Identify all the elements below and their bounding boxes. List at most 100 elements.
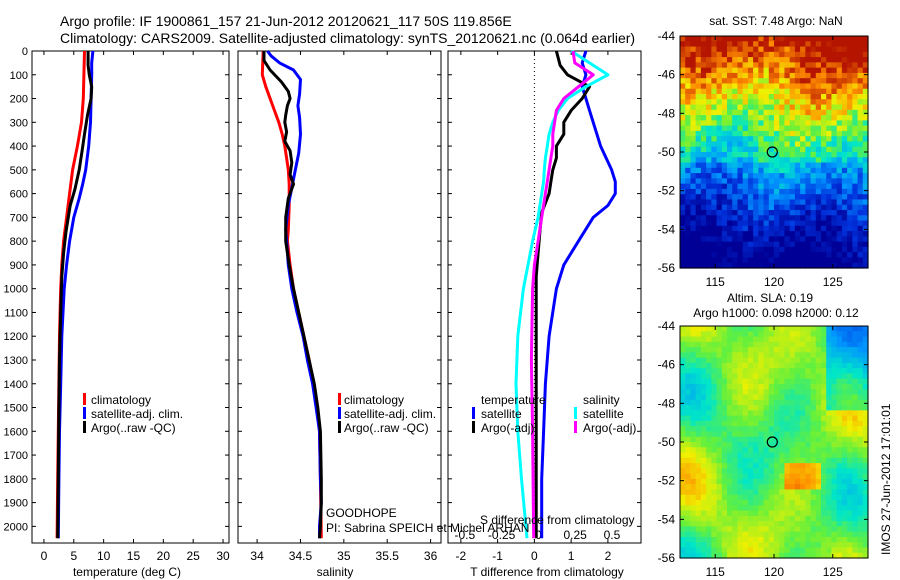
heatmap-cell — [821, 542, 827, 549]
heatmap-cell — [862, 336, 869, 343]
heatmap-cell — [779, 83, 786, 90]
heatmap-cell — [763, 510, 770, 517]
heatmap-cell — [711, 115, 718, 121]
temperature-panel: 0100200300400500600700800900100011001200… — [4, 46, 231, 563]
heatmap-cell — [753, 457, 759, 464]
heatmap-cell — [779, 510, 786, 517]
heatmap-cell — [685, 542, 692, 549]
heatmap-cell — [690, 162, 697, 169]
heatmap-cell — [779, 220, 786, 227]
heatmap-cell — [779, 109, 786, 116]
y-tick-label: -50 — [658, 145, 676, 159]
heatmap-cell — [862, 67, 869, 74]
heatmap-cell — [779, 57, 786, 63]
heatmap-cell — [805, 241, 812, 248]
heatmap-cell — [753, 447, 759, 454]
heatmap-cell — [711, 220, 718, 227]
heatmap-cell — [747, 225, 754, 232]
heatmap-cell — [716, 542, 723, 549]
heatmap-cell — [753, 120, 759, 127]
heatmap-cell — [727, 157, 733, 164]
heatmap-cell — [841, 352, 848, 359]
heatmap-cell — [706, 484, 712, 491]
x-tick-label: 10 — [97, 549, 111, 563]
heatmap-cell — [841, 167, 848, 174]
heatmap-cell — [742, 167, 749, 174]
heatmap-cell — [763, 473, 770, 480]
heatmap-cell — [753, 115, 759, 121]
heatmap-cell — [821, 473, 827, 480]
heatmap-cell — [779, 515, 786, 522]
heatmap-cell — [685, 115, 692, 121]
heatmap-cell — [695, 405, 702, 411]
heatmap-cell — [789, 130, 796, 137]
heatmap-cell — [753, 368, 759, 375]
heatmap-cell — [768, 452, 775, 459]
heatmap-cell — [784, 399, 791, 406]
sst-map-title: sat. SST: 7.48 Argo: NaN — [709, 14, 842, 28]
heatmap-cell — [784, 136, 791, 143]
heatmap-cell — [711, 225, 718, 232]
heatmap-cell — [711, 136, 718, 143]
heatmap-cell — [852, 199, 859, 206]
heatmap-cell — [716, 72, 723, 79]
heatmap-cell — [680, 341, 686, 348]
heatmap-cell — [753, 436, 759, 443]
heatmap-cell — [810, 415, 817, 422]
heatmap-cell — [763, 389, 770, 396]
heatmap-cell — [758, 220, 765, 227]
heatmap-cell — [774, 236, 780, 243]
heatmap-cell — [852, 241, 859, 248]
heatmap-cell — [857, 331, 864, 338]
heatmap-cell — [680, 526, 686, 533]
heatmap-cell — [685, 347, 692, 353]
heatmap-cell — [841, 146, 848, 153]
heatmap-cell — [742, 389, 749, 396]
heatmap-cell — [758, 225, 765, 232]
heatmap-cell — [794, 552, 801, 559]
heatmap-cell — [794, 394, 801, 401]
heatmap-cell — [763, 478, 770, 485]
heatmap-cell — [700, 178, 707, 185]
heatmap-cell — [680, 252, 686, 259]
heatmap-cell — [852, 452, 859, 459]
heatmap-cell — [847, 547, 853, 554]
heatmap-cell — [763, 183, 770, 190]
heatmap-cell — [821, 115, 827, 121]
heatmap-cell — [815, 241, 822, 248]
heatmap-cell — [810, 452, 817, 459]
heatmap-cell — [847, 257, 853, 264]
heatmap-cell — [711, 241, 718, 248]
heatmap-cell — [753, 231, 759, 237]
heatmap-cell — [747, 447, 754, 454]
heatmap-cell — [753, 547, 759, 554]
heatmap-cell — [800, 410, 806, 417]
heatmap-cell — [805, 152, 812, 158]
x-tick-label: 115 — [706, 565, 725, 579]
heatmap-cell — [747, 220, 754, 227]
heatmap-cell — [857, 83, 864, 90]
heatmap-cell — [721, 357, 728, 364]
heatmap-cell — [758, 157, 765, 164]
heatmap-cell — [794, 220, 801, 227]
heatmap-cell — [737, 62, 744, 69]
imos-timestamp: IMOS 27-Jun-2012 17:01:01 — [879, 403, 893, 555]
heatmap-cell — [826, 183, 833, 190]
heatmap-cell — [857, 341, 864, 348]
heatmap-cell — [742, 347, 749, 353]
heatmap-cell — [794, 531, 801, 538]
heatmap-cell — [742, 136, 749, 143]
heatmap-cell — [695, 62, 702, 69]
heatmap-cell — [685, 452, 692, 459]
heatmap-cell — [836, 46, 843, 53]
heatmap-cell — [821, 384, 827, 390]
heatmap-cell — [700, 405, 707, 411]
heatmap-cell — [721, 347, 728, 353]
heatmap-cell — [737, 72, 744, 79]
heatmap-cell — [727, 78, 733, 85]
heatmap-cell — [742, 547, 749, 554]
heatmap-cell — [841, 72, 848, 79]
heatmap-cell — [852, 115, 859, 121]
heatmap-cell — [862, 542, 869, 549]
heatmap-cell — [805, 384, 812, 390]
